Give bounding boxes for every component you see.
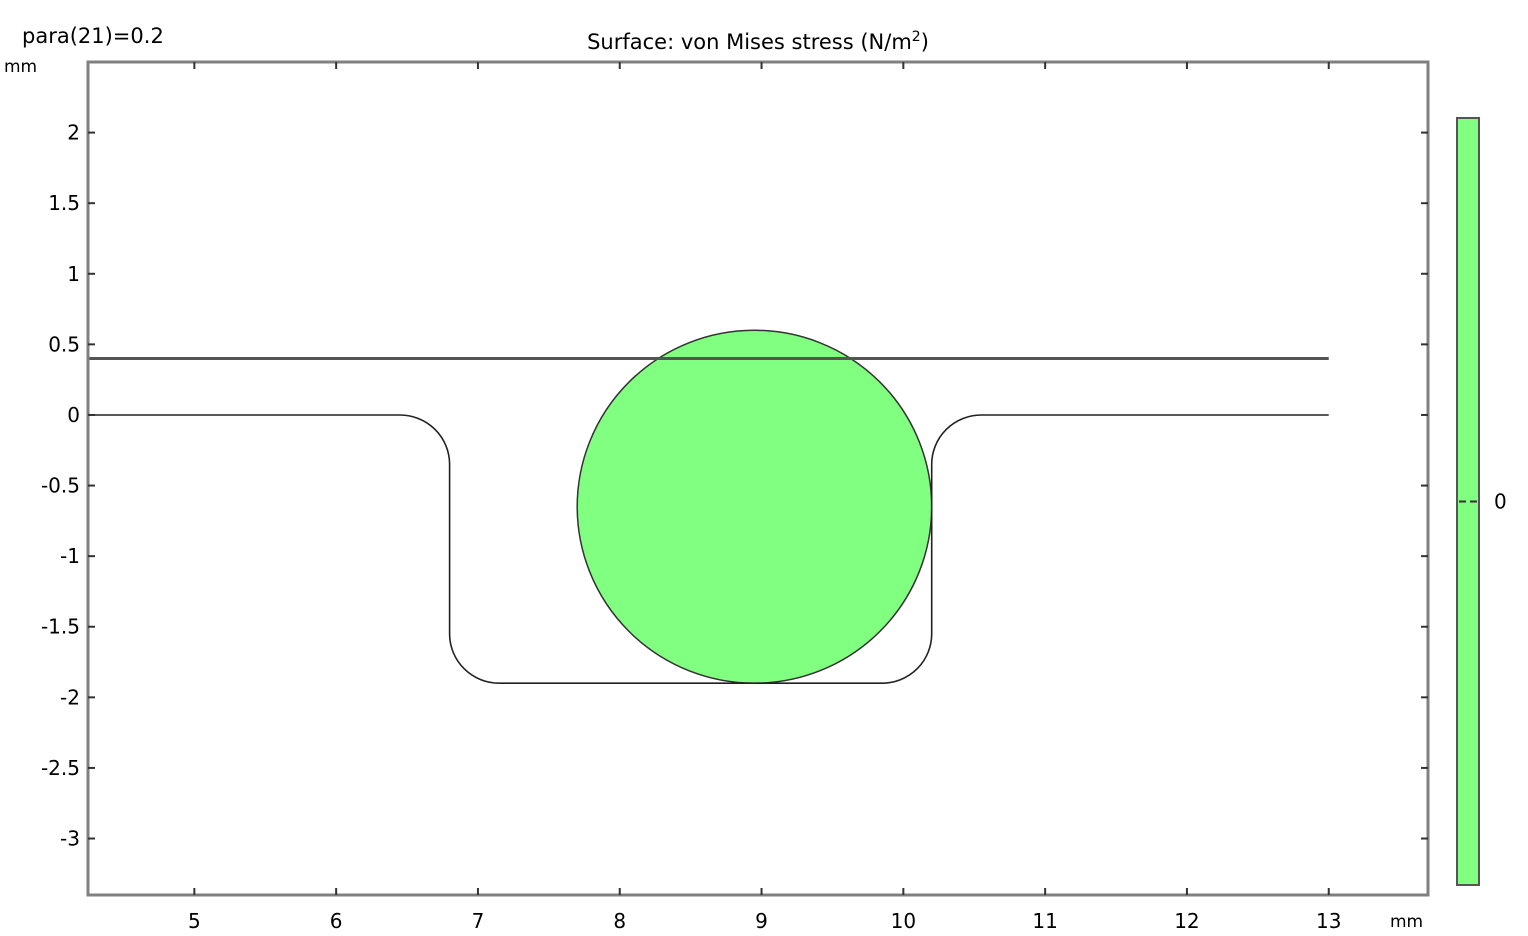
y-tick-label: 0.5 [48,332,80,356]
x-axis-ticks: 5 6 7 8 9 10 11 12 13 [188,62,1341,933]
chart-title: Surface: von Mises stress (N/m2) [587,29,929,54]
y-axis-ticks: 2 1.5 1 0.5 0 -0.5 -1 -1.5 -2 -2.5 -3 [41,121,1428,851]
y-tick-label: 0 [67,403,80,427]
colorbar-tick-label: 0 [1494,490,1507,514]
x-tick-label: 13 [1316,909,1341,933]
parameter-label: para(21)=0.2 [22,24,164,48]
plot-frame [86,60,1430,897]
x-tick-label: 12 [1174,909,1199,933]
x-tick-label: 11 [1032,909,1057,933]
title-suffix: ) [921,30,929,54]
y-tick-label: -2.5 [41,756,80,780]
x-tick-label: 10 [891,909,916,933]
y-tick-label: -1.5 [41,615,80,639]
y-tick-label: 1 [67,262,80,286]
x-axis-unit: mm [1390,912,1423,932]
x-tick-label: 9 [755,909,768,933]
y-tick-label: 2 [67,121,80,145]
geometry-layer [88,329,1329,684]
y-axis-unit: mm [4,57,37,77]
x-tick-label: 7 [472,909,485,933]
y-tick-label: -0.5 [41,474,80,498]
y-tick-label: -1 [60,544,80,568]
colorbar: 0 [1456,117,1507,886]
title-superscript: 2 [912,29,921,45]
groove-outline [88,414,1329,684]
x-tick-label: 6 [330,909,343,933]
x-tick-label: 8 [613,909,626,933]
rod-circle-surface [576,329,933,684]
y-tick-label: -2 [60,685,80,709]
y-tick-label: 1.5 [48,191,80,215]
x-tick-label: 5 [188,909,201,933]
colorbar-bar [1456,117,1480,886]
y-tick-label: -3 [60,827,80,851]
title-text: Surface: von Mises stress (N/m [587,30,912,54]
